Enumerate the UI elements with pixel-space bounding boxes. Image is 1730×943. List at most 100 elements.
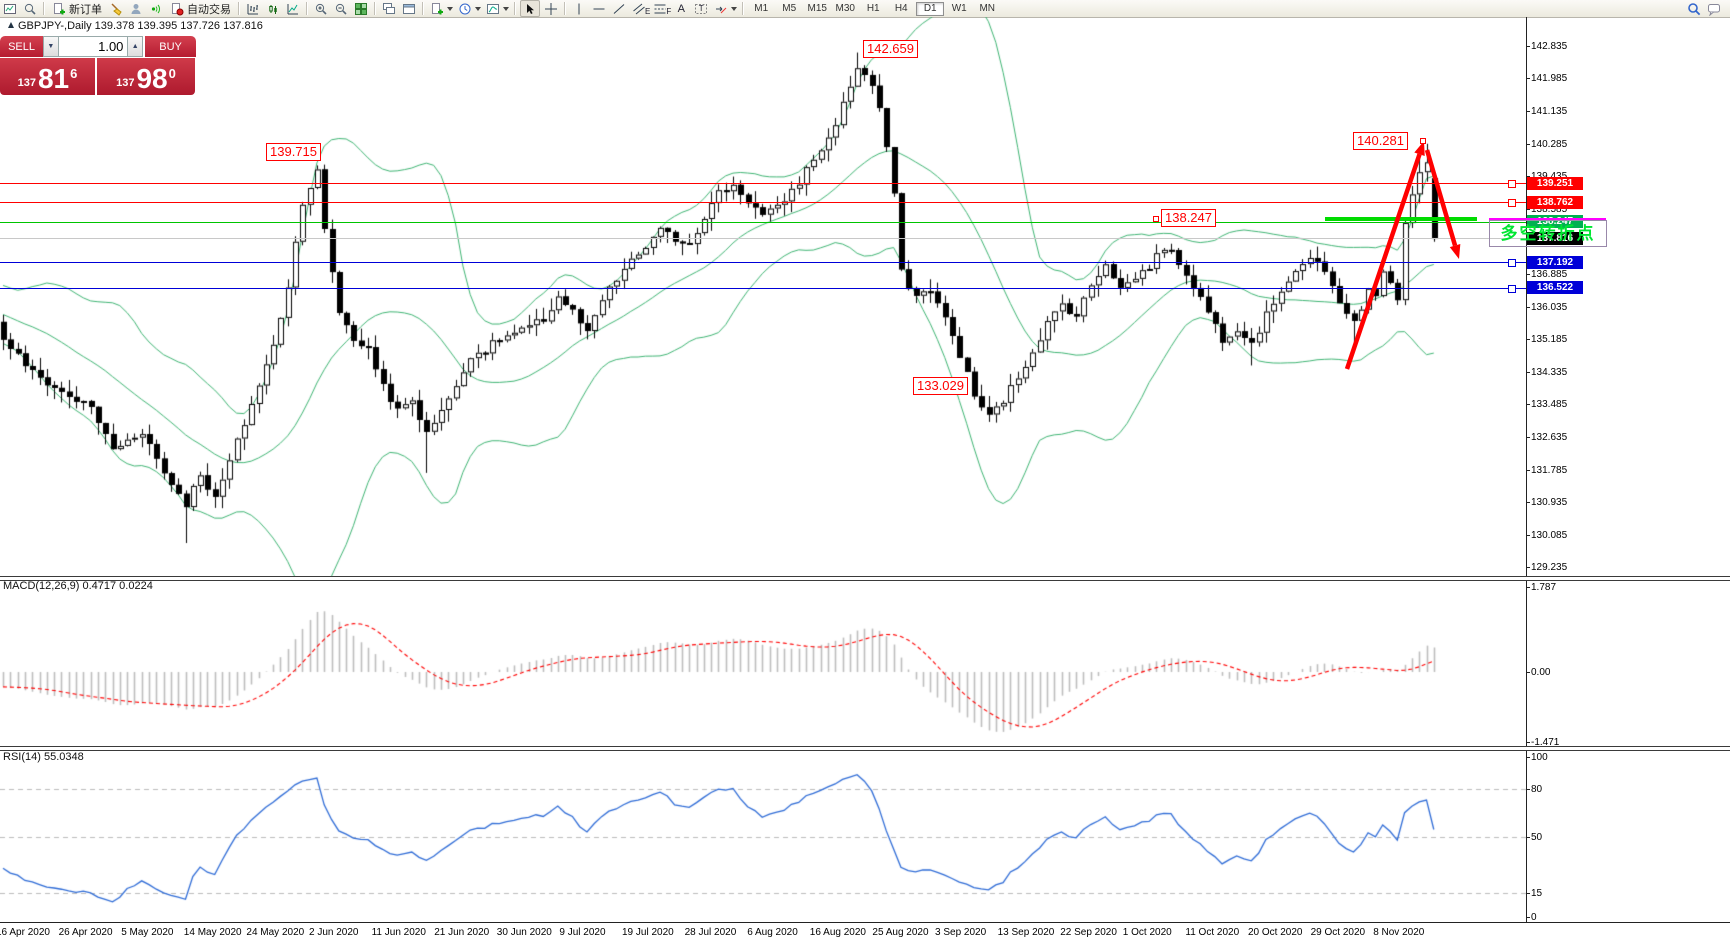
candlestick-chart-icon[interactable] [264, 1, 282, 16]
price-label-138.247[interactable]: 138.247 [1161, 209, 1216, 227]
symbol-info-line: GBPJPY-,Daily 139.378 139.395 137.726 13… [7, 20, 263, 32]
rsi-tick-label: 100 [1531, 752, 1548, 763]
axis-tickmark [1526, 111, 1530, 112]
timeframe-m30[interactable]: M30 [835, 2, 855, 14]
price-tag-137.816: 137.816 [1527, 232, 1583, 245]
timeframe-m15[interactable]: M15 [807, 2, 827, 14]
rsi-tick-label: 0 [1531, 912, 1537, 923]
time-axis[interactable]: 16 Apr 2020 26 Apr 2020 5 May 2020 14 May 2… [0, 923, 1730, 943]
price-label-142.659[interactable]: 142.659 [863, 40, 918, 58]
rsi-pane-canvas[interactable] [0, 749, 1526, 922]
line-handle[interactable] [1508, 199, 1516, 207]
new-order-button[interactable]: 新订单 [48, 1, 106, 16]
macd-pane-canvas[interactable] [0, 579, 1526, 746]
template-icon[interactable] [484, 1, 502, 16]
axis-tickmark [1526, 78, 1530, 79]
date-label: 1 Oct 2020 [1122, 927, 1172, 938]
volume-input[interactable]: 1.00 [58, 36, 128, 57]
price-label-139.715[interactable]: 139.715 [266, 143, 321, 161]
pane-divider-macd-rsi[interactable] [0, 746, 1730, 751]
timeframe-d1[interactable]: D1 [916, 1, 945, 16]
text-label-tool-icon[interactable]: T [692, 1, 710, 16]
line-chart-icon[interactable] [284, 1, 302, 16]
buy-price-sup: 0 [168, 66, 176, 81]
timeframe-m5[interactable]: M5 [782, 2, 797, 14]
timeframe-h4[interactable]: H4 [894, 2, 908, 14]
auto-trading-button[interactable]: 自动交易 [166, 1, 235, 16]
sell-price-sup: 6 [70, 66, 78, 81]
search-icon[interactable] [1685, 1, 1703, 16]
timeframe-m1[interactable]: M1 [754, 2, 769, 14]
macd-label: MACD(12,26,9) 0.4717 0.0224 [3, 580, 153, 592]
cascade-windows-icon[interactable] [380, 1, 398, 16]
add-indicator-icon[interactable] [428, 1, 446, 16]
axis-tickmark [1526, 470, 1530, 471]
add-indicator-dropdown-icon[interactable] [447, 6, 453, 11]
horizontal-level-line-137.816[interactable] [0, 238, 1526, 239]
price-label-133.029[interactable]: 133.029 [913, 377, 968, 395]
date-label: 16 Apr 2020 [0, 927, 50, 938]
buy-button[interactable]: BUY [145, 36, 196, 57]
tile-windows-icon[interactable] [352, 1, 370, 16]
text-tool-icon[interactable]: A [677, 2, 685, 15]
arrange-windows-icon[interactable] [400, 1, 418, 16]
horizontal-level-line-139.251[interactable] [0, 183, 1526, 184]
volume-decrease-button[interactable]: ▼ [43, 36, 59, 57]
line-handle[interactable] [1508, 180, 1516, 188]
period-dropdown-icon[interactable] [475, 6, 481, 11]
crosshair-icon[interactable] [542, 1, 560, 16]
line-handle[interactable] [1508, 285, 1516, 293]
cursor-icon[interactable] [520, 0, 540, 17]
sell-price-panel[interactable]: 137 81 6 [0, 58, 95, 95]
profile-icon[interactable] [127, 1, 145, 16]
horizontal-level-line-137.192[interactable] [0, 262, 1526, 263]
timeframe-mn[interactable]: MN [979, 2, 996, 14]
price-tag-137.192: 137.192 [1527, 256, 1583, 269]
horizontal-line-icon[interactable] [590, 1, 608, 16]
shapes-dropdown-icon[interactable] [731, 6, 738, 11]
fibonacci-icon[interactable] [651, 1, 669, 16]
macd-tickmark [1526, 672, 1530, 673]
trendline-icon[interactable] [610, 1, 628, 16]
template-dropdown-icon[interactable] [503, 6, 509, 11]
timeframe-w1[interactable]: W1 [951, 2, 967, 14]
axis-tickmark [1526, 339, 1530, 340]
signal-icon[interactable] [147, 1, 165, 16]
horizontal-level-line-138.247[interactable] [0, 222, 1526, 223]
horizontal-level-line-138.762[interactable] [0, 202, 1526, 203]
bar-chart-icon[interactable] [244, 1, 262, 16]
pane-divider-main-macd[interactable] [0, 576, 1730, 581]
chat-icon[interactable] [1705, 1, 1723, 16]
fibonacci-letter: F [666, 7, 672, 16]
buy-price-big: 98 [136, 63, 168, 94]
toolbar-separator [742, 2, 745, 15]
volume-increase-button[interactable]: ▲ [127, 36, 144, 57]
new-chart-icon[interactable] [1, 1, 19, 16]
price-label-140.281[interactable]: 140.281 [1353, 132, 1408, 150]
date-label: 8 Nov 2020 [1373, 927, 1425, 938]
vertical-line-icon[interactable] [570, 1, 588, 16]
horizontal-level-line-136.522[interactable] [0, 288, 1526, 289]
line-handle[interactable] [1508, 259, 1516, 267]
main-chart-canvas[interactable] [0, 17, 1526, 576]
label-letter: T [698, 4, 704, 13]
toolbar-separator [306, 2, 308, 15]
equidistant-channel-icon[interactable] [630, 1, 648, 16]
shapes-icon[interactable] [712, 1, 730, 16]
sell-button[interactable]: SELL [0, 36, 44, 57]
broom-icon[interactable] [107, 1, 125, 16]
timeframe-h1[interactable]: H1 [866, 2, 880, 14]
turning-point-annotation[interactable]: 多空转折点 [1489, 218, 1607, 247]
zoom-out-icon[interactable] [332, 1, 350, 16]
axis-tickmark [1526, 176, 1530, 177]
date-label: 24 May 2020 [246, 927, 305, 938]
thick-green-support-line[interactable] [1325, 217, 1477, 221]
axis-tick-label: 130.935 [1531, 497, 1568, 508]
sell-price-prefix: 137 [17, 77, 36, 89]
date-label: 11 Jun 2020 [371, 927, 426, 938]
zoom-in-icon[interactable] [312, 1, 330, 16]
buy-price-panel[interactable]: 137 98 0 [97, 58, 195, 95]
chart-preview-icon[interactable] [21, 1, 39, 16]
label-anchor [1153, 216, 1159, 222]
period-clock-icon[interactable] [456, 1, 474, 16]
